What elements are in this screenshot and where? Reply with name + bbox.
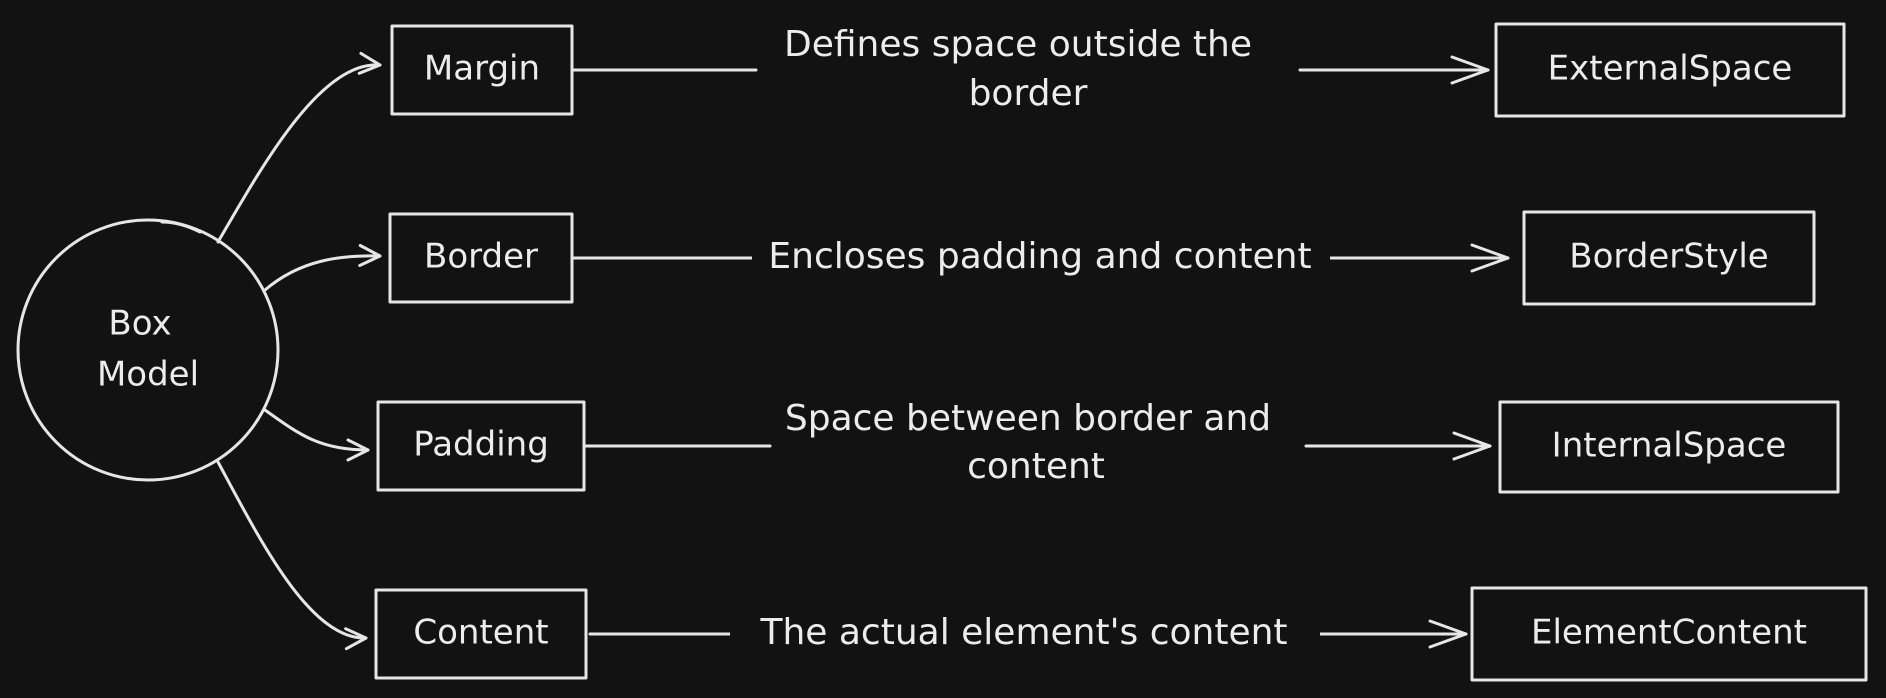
- result-externalspace: ExternalSpace: [1494, 22, 1846, 118]
- edge-content-elementcontent: The actual element's content: [588, 608, 1468, 660]
- sketch-overlap: [160, 220, 202, 234]
- edge-label-content-line1: The actual element's content: [759, 612, 1287, 653]
- node-label-margin: Margin: [424, 49, 540, 89]
- edge-label-padding-line1: Space between border and: [785, 398, 1271, 439]
- result-borderstyle: BorderStyle: [1522, 210, 1816, 306]
- node-margin: Margin: [390, 24, 574, 116]
- result-label-borderstyle: BorderStyle: [1569, 237, 1768, 277]
- result-label-internalspace: InternalSpace: [1552, 426, 1787, 466]
- branch-arrow-content: [216, 460, 368, 651]
- edge-padding-internalspace: Space between border and content: [584, 398, 1492, 487]
- edge-border-borderstyle: Encloses padding and content: [572, 232, 1510, 284]
- edge-label-margin-line2: border: [969, 73, 1088, 114]
- branch-arrow-margin: [216, 51, 382, 244]
- root-label-line1: Box: [108, 304, 171, 344]
- node-label-content: Content: [413, 613, 548, 653]
- branch-arrow-padding: [263, 408, 370, 462]
- result-elementcontent: ElementContent: [1470, 586, 1868, 682]
- edge-label-margin-line1: Defines space outside the: [784, 24, 1252, 65]
- node-label-border: Border: [424, 237, 538, 277]
- root-node-box-model: Box Model: [16, 218, 280, 482]
- node-border: Border: [388, 212, 574, 304]
- edge-margin-externalspace: Defines space outside the border: [572, 24, 1490, 114]
- edge-label-bg-content: [730, 608, 1320, 660]
- result-internalspace: InternalSpace: [1498, 400, 1840, 494]
- edge-label-bg-border: [752, 232, 1330, 284]
- edge-label-padding-line2: content: [967, 446, 1105, 487]
- node-content: Content: [374, 588, 588, 680]
- branch-edges: [216, 51, 382, 651]
- root-label-line2: Model: [97, 355, 199, 395]
- branch-arrow-border: [263, 244, 382, 292]
- node-label-padding: Padding: [413, 425, 549, 465]
- result-label-externalspace: ExternalSpace: [1548, 49, 1793, 89]
- result-label-elementcontent: ElementContent: [1531, 613, 1807, 653]
- node-padding: Padding: [376, 400, 586, 492]
- edge-label-border-line1: Encloses padding and content: [768, 236, 1311, 277]
